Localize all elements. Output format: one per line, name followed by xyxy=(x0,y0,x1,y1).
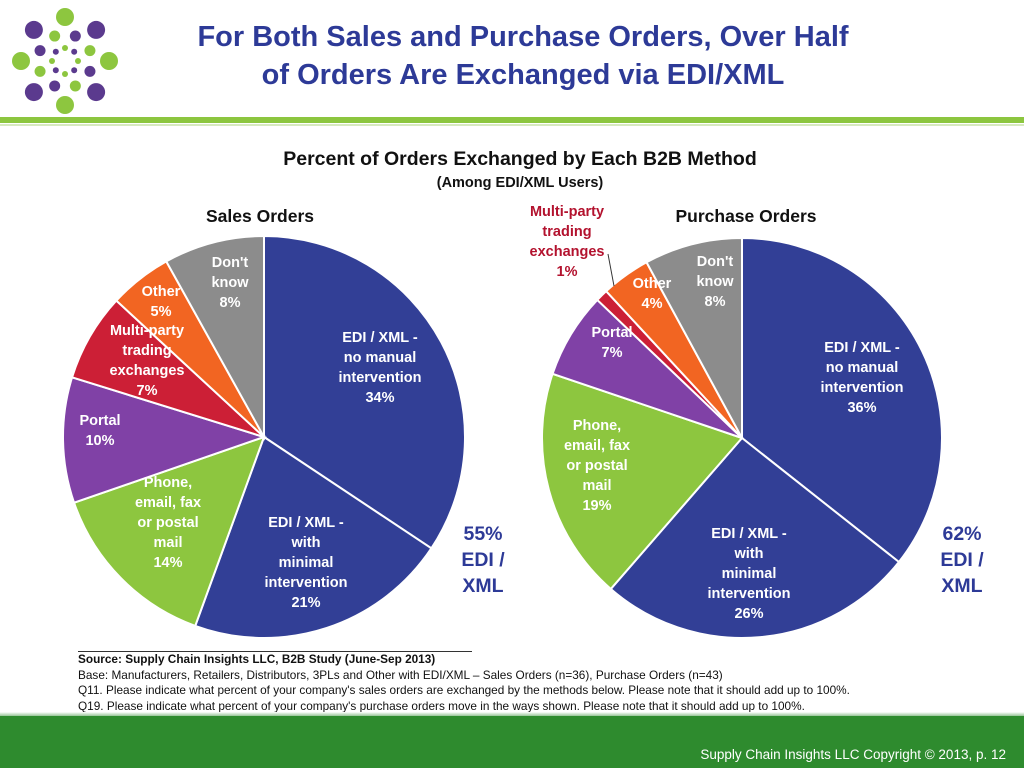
pie-slice-portal xyxy=(62,376,268,505)
logo-dot xyxy=(52,48,59,55)
slice-label-other: Other 4% xyxy=(633,276,672,312)
logo-dot xyxy=(69,30,81,42)
title-divider xyxy=(0,117,1024,123)
pie-name: Sales Orders xyxy=(206,206,314,226)
source-rule xyxy=(78,651,472,652)
logo-dot xyxy=(100,52,118,70)
source-line: Source: Supply Chain Insights LLC, B2B S… xyxy=(78,652,436,666)
logo-dot xyxy=(24,20,43,39)
slice-label-phone-email: Phone, email, fax or postal mail 19% xyxy=(564,418,630,514)
logo-dot xyxy=(56,96,74,114)
logo-dot xyxy=(24,83,43,102)
question-q19: Q19. Please indicate what percent of you… xyxy=(78,698,805,713)
pie-sales-orders: EDI / XML -no manual intervention 34% EDI /… xyxy=(62,206,505,640)
logo-dot xyxy=(12,52,30,70)
pie-slice-dont-know xyxy=(645,236,743,439)
logo-dot xyxy=(34,65,46,77)
title-divider-shadow xyxy=(0,124,1024,126)
footer-bar xyxy=(0,716,1024,768)
logo-dot xyxy=(75,58,81,64)
pie-slice-phone-email xyxy=(72,435,266,628)
edi-share-callout: 62% EDI / XML xyxy=(940,523,984,597)
pie-slice-dont-know xyxy=(164,234,265,441)
logo-dot xyxy=(84,65,96,77)
slice-label-dont-know: Don't know 8% xyxy=(696,254,734,310)
slice-label-portal: Portal 10% xyxy=(79,413,120,449)
company-logo xyxy=(12,8,118,114)
pie-slice-phone-email xyxy=(541,372,744,591)
slide-title-line-2: of Orders Are Exchanged via EDI/XML xyxy=(261,59,785,91)
pie-slice-edi-minimal xyxy=(609,436,901,639)
slide-title: For Both Sales and Purchase Orders, Over… xyxy=(128,18,918,94)
logo-dot xyxy=(84,45,96,57)
question-q11: Q11. Please indicate what percent of you… xyxy=(78,683,850,697)
leader-line xyxy=(607,253,615,287)
logo-dot xyxy=(71,67,78,74)
slice-label-dont-know: Don't know 8% xyxy=(211,255,249,311)
logo-dot xyxy=(62,45,68,51)
slice-label-phone-email: Phone, email, fax or postal mail 14% xyxy=(135,475,201,571)
source-notes: Source: Supply Chain Insights LLC, B2B S… xyxy=(78,652,850,714)
pie-purchase-orders: EDI / XML -no manual intervention 36% EDI /… xyxy=(530,204,984,639)
chart-title: Percent of Orders Exchanged by Each B2B … xyxy=(283,148,757,170)
pie-slice-edi-no-manual xyxy=(741,236,943,564)
slice-label-edi-minimal: EDI / XML -with minimal intervention 26% xyxy=(708,526,791,622)
logo-dot xyxy=(71,48,78,55)
pie-name: Purchase Orders xyxy=(675,206,816,226)
edi-share-callout: 55% EDI / XML xyxy=(461,523,505,597)
logo-dot xyxy=(49,30,61,42)
logo-dot xyxy=(49,58,55,64)
slice-label-multi-party: Multi-party trading exchanges 1% xyxy=(530,204,605,280)
slice-label-edi-no-manual: EDI / XML -no manual intervention 34% xyxy=(339,330,422,406)
chart-subtitle: (Among EDI/XML Users) xyxy=(436,175,604,191)
logo-dot xyxy=(69,80,81,92)
slide-title-line-1: For Both Sales and Purchase Orders, Over… xyxy=(197,21,849,53)
pie-slice-edi-minimal xyxy=(193,435,433,640)
logo-dot xyxy=(87,20,106,39)
logo-dot xyxy=(87,83,106,102)
base-line: Base: Manufacturers, Retailers, Distribu… xyxy=(78,667,723,682)
slice-label-other: Other 5% xyxy=(142,284,181,320)
slice-label-multi-party: Multi-party trading exchanges 7% xyxy=(110,323,185,399)
copyright-text: Supply Chain Insights LLC Copyright © 20… xyxy=(700,747,1006,762)
logo-dot xyxy=(56,8,74,26)
slice-label-edi-no-manual: EDI / XML -no manual intervention 36% xyxy=(821,340,904,416)
slice-label-edi-minimal: EDI / XML -with minimal intervention 21% xyxy=(265,515,348,611)
logo-dot xyxy=(52,67,59,74)
logo-dot xyxy=(49,80,61,92)
logo-dot xyxy=(62,71,68,77)
logo-dot xyxy=(34,45,46,57)
slice-label-portal: Portal 7% xyxy=(591,325,632,361)
